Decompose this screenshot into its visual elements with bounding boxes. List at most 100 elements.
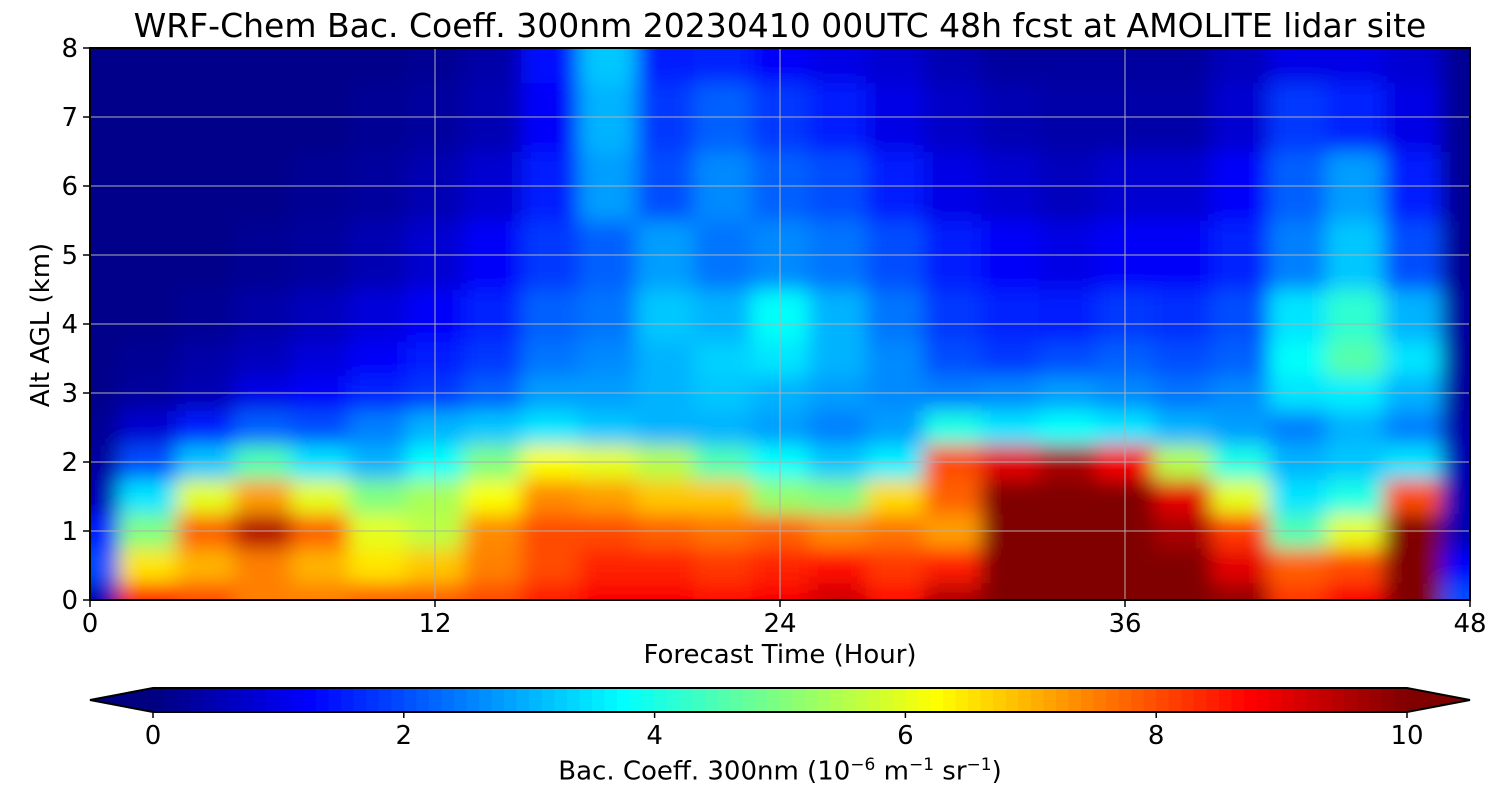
colorbar-segment xyxy=(917,688,932,712)
colorbar-label: Bac. Coeff. 300nm (10−6 m−1 sr−1) xyxy=(90,755,1470,787)
colorbar-segment xyxy=(692,688,706,712)
colorbar-segment xyxy=(930,688,944,712)
colorbar-label-exp2: −1 xyxy=(908,755,935,775)
colorbar-tick-label: 4 xyxy=(646,721,663,751)
colorbar-segment xyxy=(679,688,693,712)
colorbar-tick-label: 0 xyxy=(145,721,162,751)
heatmap-cell xyxy=(348,548,407,584)
colorbar-segment xyxy=(1030,688,1044,712)
heatmap-cell xyxy=(521,479,580,515)
colorbar-segment xyxy=(1118,688,1132,712)
colorbar-segment xyxy=(654,688,668,712)
heatmap-cell xyxy=(636,582,695,600)
colorbar-segment xyxy=(240,688,254,712)
heatmap-cell xyxy=(463,479,522,515)
heatmap-cell xyxy=(118,48,177,83)
heatmap-cell xyxy=(90,48,120,83)
heatmap-cell xyxy=(1441,548,1470,584)
colorbar-segment xyxy=(491,688,505,712)
colorbar-segment xyxy=(441,688,455,712)
colorbar-segment xyxy=(1206,688,1220,712)
colorbar-segment xyxy=(1218,688,1233,712)
colorbar-segment xyxy=(1256,688,1270,712)
colorbar-segment xyxy=(228,688,242,712)
y-tick-label: 6 xyxy=(61,172,78,202)
heatmap-cell xyxy=(1383,48,1442,83)
heatmap-cell xyxy=(693,48,752,83)
heatmap-cell xyxy=(1211,548,1270,584)
heatmap-cell xyxy=(636,548,695,584)
heatmap-cell xyxy=(463,341,522,377)
heatmap-cell xyxy=(981,289,1040,342)
y-tick-label: 2 xyxy=(61,448,78,478)
colorbar-segment xyxy=(1043,688,1057,712)
y-tick-label: 8 xyxy=(61,34,78,64)
heatmap-cell xyxy=(866,479,925,515)
colorbar-segment xyxy=(190,688,204,712)
colorbar-segment xyxy=(1319,688,1333,712)
heatmap-cell xyxy=(1268,548,1327,584)
heatmap-cell xyxy=(1268,48,1327,83)
colorbar-segment xyxy=(1306,688,1320,712)
heatmap-cell xyxy=(521,341,580,377)
colorbar-segment xyxy=(842,688,856,712)
colorbar-segment xyxy=(754,688,769,712)
heatmap-cell xyxy=(1383,479,1442,515)
heatmap-cell xyxy=(1038,289,1097,342)
heatmap-cell xyxy=(1383,289,1442,342)
heatmap-cell xyxy=(923,582,982,600)
heatmap-cell xyxy=(923,48,982,83)
heatmap-cell xyxy=(578,48,637,83)
colorbar-segment xyxy=(704,688,718,712)
heatmap-cell xyxy=(693,410,752,446)
y-tick-label: 5 xyxy=(61,241,78,271)
colorbar-segment xyxy=(1356,688,1370,712)
heatmap-cell xyxy=(866,582,925,600)
heatmap-cell xyxy=(1153,289,1212,342)
heatmap-cell xyxy=(1383,410,1442,446)
heatmap-cell xyxy=(808,479,867,515)
colorbar-segment xyxy=(780,688,794,712)
heatmap-cell xyxy=(1038,582,1097,600)
heatmap-cell xyxy=(291,289,350,342)
colorbar-segment xyxy=(341,688,355,712)
colorbar-segment xyxy=(1381,688,1396,712)
heatmap-cell xyxy=(1153,479,1212,515)
colorbar-segment xyxy=(792,688,806,712)
heatmap-cell xyxy=(463,410,522,446)
colorbar-segment xyxy=(1394,688,1408,712)
colorbar-segment xyxy=(629,688,643,712)
heatmap-cell xyxy=(233,410,292,446)
heatmap-cell xyxy=(1153,410,1212,446)
heatmap-cell xyxy=(636,479,695,515)
colorbar-segment xyxy=(453,688,468,712)
colorbar-segment xyxy=(328,688,342,712)
heatmap-cell xyxy=(693,582,752,600)
heatmap-cell xyxy=(1441,48,1470,83)
heatmap-cell xyxy=(1326,479,1385,515)
heatmap-cell xyxy=(636,341,695,377)
colorbar-segment xyxy=(717,688,731,712)
y-tick-label: 0 xyxy=(61,586,78,616)
heatmap-cell xyxy=(176,48,235,83)
heatmap-cell xyxy=(578,410,637,446)
colorbar-segment xyxy=(980,688,994,712)
heatmap-cell xyxy=(866,341,925,377)
colorbar-segment xyxy=(667,688,681,712)
y-tick-label: 3 xyxy=(61,379,78,409)
colorbar-segment xyxy=(905,688,919,712)
heatmap-cell xyxy=(981,582,1040,600)
colorbar-extend-high xyxy=(1407,688,1470,712)
heatmap-cell xyxy=(1268,410,1327,446)
heatmap-cell xyxy=(176,582,235,600)
heatmap-cell xyxy=(1326,582,1385,600)
heatmap-cell xyxy=(233,548,292,584)
heatmap-cell xyxy=(981,48,1040,83)
colorbar-segment xyxy=(1269,688,1283,712)
colorbar-segment xyxy=(316,688,330,712)
heatmap-cell xyxy=(90,289,120,342)
colorbar-segment xyxy=(579,688,593,712)
colorbar-segment xyxy=(892,688,906,712)
heatmap-cell xyxy=(291,582,350,600)
colorbar-segment xyxy=(516,688,530,712)
